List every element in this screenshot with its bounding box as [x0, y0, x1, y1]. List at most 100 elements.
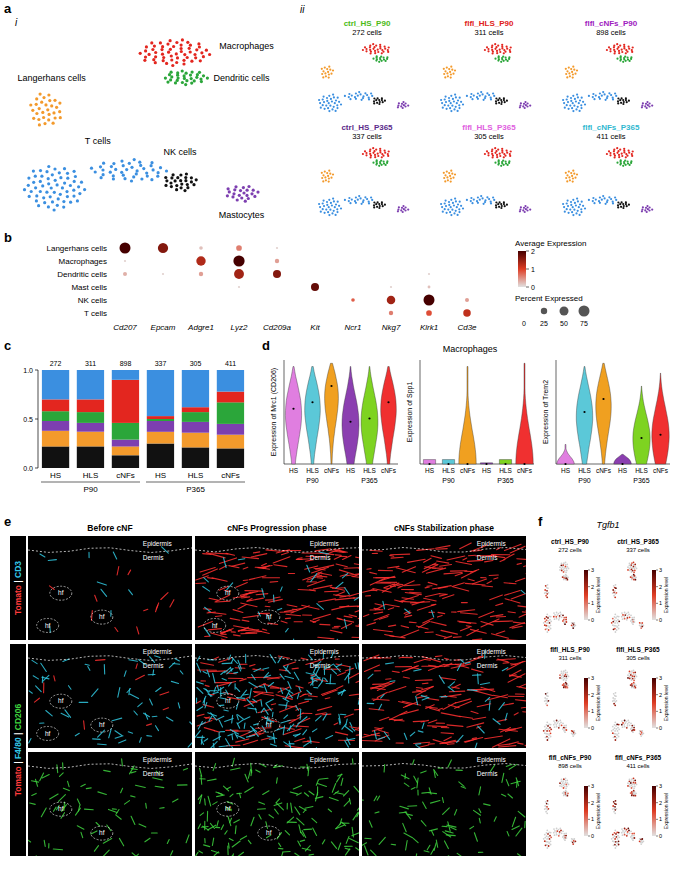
cell-point	[245, 194, 248, 197]
cell-point	[378, 103, 380, 105]
cell-point	[329, 105, 331, 107]
cell-point	[175, 52, 178, 55]
cell-point	[329, 69, 331, 71]
cell-point	[325, 179, 327, 181]
cell-point	[447, 179, 449, 181]
cell-point	[355, 98, 357, 100]
cell-point	[572, 77, 574, 79]
fiber	[347, 738, 350, 745]
cell-point	[198, 71, 201, 74]
cell-point	[344, 199, 346, 201]
cell-point	[606, 49, 608, 51]
cell-point	[497, 203, 499, 205]
sample-count: 305 cells	[474, 132, 504, 141]
cell-point	[35, 103, 38, 106]
cell-point	[180, 183, 183, 186]
cell-point	[402, 211, 404, 213]
fiber	[374, 577, 389, 578]
cell-point	[366, 94, 368, 96]
fiber	[323, 714, 327, 720]
x-tick-label: HS	[346, 467, 356, 474]
cell-point	[397, 106, 399, 108]
cell-point	[374, 156, 376, 158]
cell-point	[372, 58, 374, 60]
cell-point	[143, 59, 146, 62]
fiber	[307, 690, 311, 694]
fiber	[218, 716, 224, 719]
cell-point	[448, 201, 450, 203]
dot	[428, 286, 431, 289]
fiber	[505, 599, 520, 603]
fiber	[136, 664, 137, 669]
cell-point	[506, 100, 508, 102]
cell-point	[609, 48, 611, 50]
cell-point	[506, 152, 508, 154]
fiber	[231, 631, 235, 632]
cell-point	[373, 100, 375, 102]
cell-point	[175, 184, 178, 187]
fiber	[43, 675, 49, 681]
cell-point	[442, 211, 444, 213]
micrograph	[195, 536, 359, 640]
tissue-label: hf	[58, 589, 64, 596]
dot	[428, 273, 430, 275]
fiber	[349, 672, 359, 679]
fiber	[144, 713, 150, 717]
cell-point	[572, 73, 574, 75]
cell-point	[146, 175, 149, 178]
fiber	[240, 679, 247, 681]
y-axis	[420, 360, 421, 464]
fiber	[401, 630, 419, 637]
cell-point	[486, 92, 488, 94]
cell-point	[625, 164, 627, 166]
fiber	[104, 665, 105, 675]
bar-segment	[112, 440, 139, 447]
fiber	[259, 686, 263, 688]
cell-point	[374, 52, 376, 54]
bar-segment	[147, 432, 174, 444]
cell-point	[165, 169, 168, 172]
fiber	[238, 605, 247, 609]
cell-point	[651, 105, 653, 107]
cell-point	[323, 200, 325, 202]
cell-point	[500, 103, 502, 105]
cell-point	[565, 177, 567, 179]
dot	[424, 295, 435, 306]
cell-point	[582, 101, 584, 103]
cell-point	[527, 102, 529, 104]
fiber	[213, 674, 215, 683]
cell-point	[570, 68, 572, 70]
cell-point	[616, 43, 618, 45]
fiber	[204, 728, 214, 731]
cell-point	[388, 46, 390, 48]
cell-point	[615, 95, 617, 97]
fiber	[205, 607, 211, 611]
cell-point	[506, 204, 508, 206]
total-label: 411	[225, 360, 236, 367]
fiber	[402, 589, 414, 590]
cell-point	[582, 205, 584, 207]
bar-segment	[217, 448, 244, 468]
cell-point	[379, 46, 381, 48]
fiber	[96, 659, 105, 661]
cell-point	[333, 210, 335, 212]
cell-point	[323, 205, 325, 207]
fiber	[285, 746, 303, 748]
x-tick-label: HLS	[83, 471, 99, 480]
cell-point	[38, 123, 41, 126]
fiber	[273, 597, 280, 598]
fiber	[128, 689, 130, 695]
fiber	[175, 659, 180, 661]
cell-point	[471, 202, 473, 204]
tissue-label: hf	[99, 613, 105, 620]
cell-point	[402, 205, 404, 207]
cell-point	[621, 97, 623, 99]
cell-point	[608, 150, 610, 152]
umap-main	[23, 38, 260, 211]
cell-point	[506, 150, 508, 152]
cell-point	[69, 184, 72, 187]
cell-point	[610, 94, 612, 96]
fiber	[245, 590, 263, 592]
cell-point	[54, 179, 57, 182]
cell-point	[348, 96, 350, 98]
